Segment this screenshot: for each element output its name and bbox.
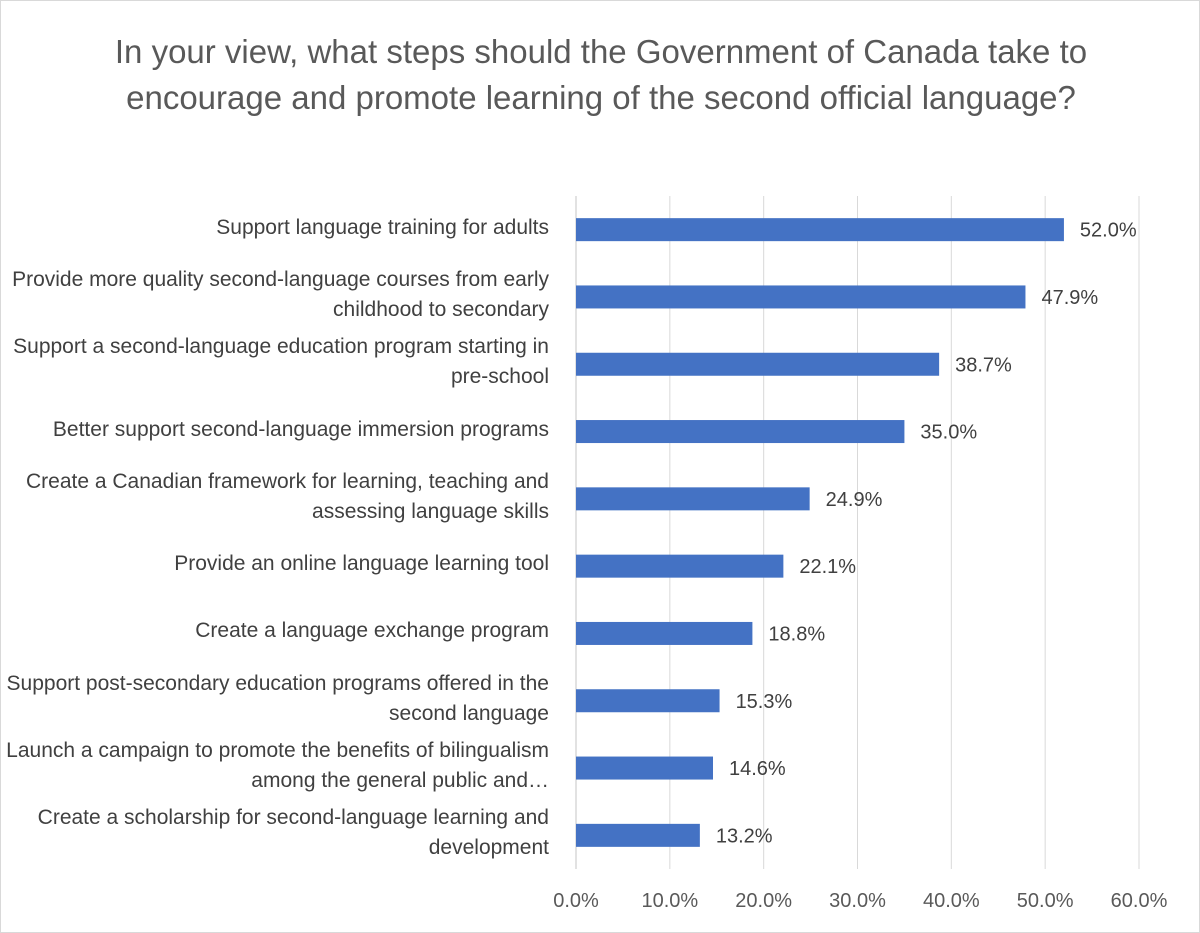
bar-value-label: 38.7% (955, 354, 1012, 376)
x-tick-label: 50.0% (1017, 890, 1074, 912)
bar-value-label: 22.1% (799, 556, 856, 578)
x-tick-label: 60.0% (1111, 890, 1168, 912)
bar-value-label: 24.9% (826, 489, 883, 511)
bar (576, 756, 713, 780)
bar-value-label: 15.3% (736, 691, 793, 713)
x-tick-label: 20.0% (735, 890, 792, 912)
bar (576, 621, 753, 645)
bar-value-label: 47.9% (1041, 287, 1098, 309)
category-label: Provide more quality second-language cou… (12, 267, 549, 321)
x-tick-label: 10.0% (641, 890, 698, 912)
bar (576, 823, 700, 847)
bar-value-label: 13.2% (716, 825, 773, 847)
x-tick-label: 0.0% (553, 890, 599, 912)
category-label: Provide an online language learning tool (174, 552, 549, 576)
bar (576, 689, 720, 713)
bar (576, 487, 810, 511)
category-label: Support language training for adults (216, 215, 549, 239)
x-tick-label: 30.0% (829, 890, 886, 912)
bar (576, 218, 1064, 242)
bar-value-label: 14.6% (729, 758, 786, 780)
bar (576, 352, 940, 376)
bar (576, 420, 905, 444)
bar-value-label: 18.8% (768, 623, 825, 645)
chart-title: In your view, what steps should the Gove… (114, 33, 1088, 116)
category-label: Launch a campaign to promote the benefit… (6, 739, 549, 793)
category-label: Better support second-language immersion… (52, 417, 549, 441)
category-label: Support post-secondary education program… (6, 671, 549, 725)
bar-value-label: 52.0% (1080, 220, 1137, 242)
bar-value-label: 35.0% (920, 422, 977, 444)
category-label: Support a second-language education prog… (13, 335, 549, 389)
category-label: Create a Canadian framework for learning… (26, 469, 549, 523)
bar (576, 554, 784, 578)
category-label: Create a language exchange program (195, 619, 549, 643)
x-tick-label: 40.0% (923, 890, 980, 912)
bar (576, 285, 1026, 309)
category-label: Create a scholarship for second-language… (37, 806, 549, 860)
